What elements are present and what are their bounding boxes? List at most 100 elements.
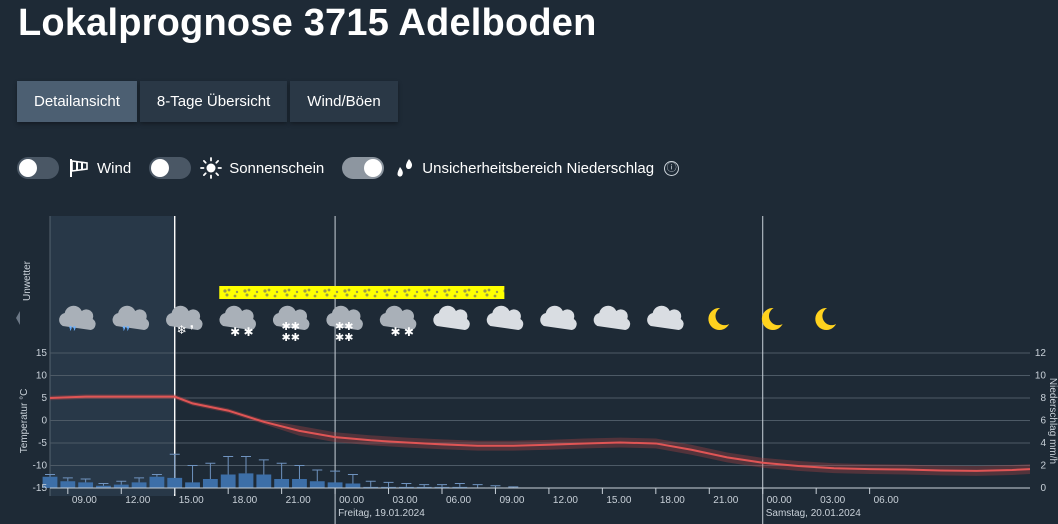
toggle-group-sonnenschein: Sonnenschein: [149, 157, 324, 179]
day-label: Samstag, 20.01.2024: [766, 508, 862, 519]
moon-shape: [761, 307, 783, 330]
precip-bar: [452, 486, 468, 488]
cloud-shape: [486, 305, 524, 330]
precip-bar: [416, 486, 432, 488]
precip-bar: [363, 486, 379, 488]
moon-icon: [708, 307, 730, 330]
cloud-shape: [219, 305, 256, 330]
temperature-tick-label: 15: [36, 348, 48, 359]
raindrops-icon: [392, 157, 416, 179]
weather-symbols: ❜❜ ❜❜ ❄ ❜ ✱ ✱ ✱✱✱✱✱✱✱✱ ✱ ✱: [59, 305, 837, 344]
cloud-icon: [647, 305, 684, 330]
precip-bar: [60, 481, 76, 488]
time-tick-label: 09.00: [499, 495, 524, 506]
snow-warning-band: [219, 286, 505, 299]
page-title: Lokalprognose 3715 Adelboden: [18, 2, 597, 44]
temperature-tick-label: 5: [41, 393, 47, 404]
rain-cloud-icon: ❜❜: [59, 305, 96, 338]
warning-row: Unwetter: [16, 260, 505, 325]
temperature-uncertainty-band: [50, 394, 1030, 476]
precip-bar: [274, 479, 290, 488]
layer-toggles: Wind Sonnenschein Unsicherheitsbe: [17, 157, 697, 179]
precip-bar: [220, 474, 236, 488]
temperature-tick-label: -5: [38, 438, 47, 449]
precip-bar: [345, 483, 361, 488]
tab-wind-boeen[interactable]: Wind/Böen: [290, 81, 398, 122]
time-tick-label: 15.00: [606, 495, 631, 506]
time-tick-label: 21.00: [286, 495, 311, 506]
temperature-tick-label: -15: [33, 483, 48, 494]
cloud-shape: [379, 305, 417, 330]
precip-bar: [381, 486, 396, 488]
time-tick-label: 06.00: [874, 495, 899, 506]
tab-detailansicht[interactable]: Detailansicht: [17, 81, 137, 122]
temperature-tick-label: 10: [36, 371, 48, 382]
tab-8-tage-uebersicht[interactable]: 8-Tage Übersicht: [139, 81, 288, 122]
precip-bar: [398, 486, 414, 488]
rain-cloud-icon: ❜❜: [112, 305, 150, 338]
precip-tick-label: 0: [1040, 483, 1046, 494]
chart-background: [49, 216, 175, 496]
view-tabs: Detailansicht 8-Tage Übersicht Wind/Böen: [17, 81, 398, 122]
time-tick-label: 15.00: [179, 495, 204, 506]
precip-bar: [96, 485, 111, 488]
snowflake: ✱✱: [335, 321, 353, 333]
chart-axes: 15 10 5 0 -5 -10 -15 12 10 8 6 4 2 0 Temperatur °C Nied…: [19, 348, 1058, 519]
time-tick-label: 12.00: [553, 495, 578, 506]
info-icon[interactable]: ⓘ: [664, 160, 680, 176]
time-tick-label: 00.00: [339, 495, 364, 506]
precip-tick-label: 12: [1035, 348, 1047, 359]
sun-icon: [199, 157, 223, 179]
time-tick-label: 06.00: [446, 495, 471, 506]
cloud-shape: [166, 305, 203, 330]
toggle-knob: [364, 159, 383, 177]
temperature-tick-label: 0: [41, 416, 47, 427]
chart-gridlines: [50, 352, 1030, 489]
time-tick-label: 18.00: [660, 495, 685, 506]
snowflake: ✱✱: [282, 321, 300, 333]
precip-bar: [167, 477, 183, 488]
moon-icon: [815, 307, 837, 330]
snowflake: ✱✱: [282, 332, 300, 344]
precip-bar: [256, 474, 272, 488]
cloud-shape: [540, 305, 577, 330]
wind-toggle[interactable]: [17, 157, 59, 179]
precip-tick-label: 6: [1040, 416, 1046, 427]
moon-shape: [815, 307, 837, 330]
precip-bar: [113, 484, 129, 488]
precip-axis-label: Niederschlag mm/h: [1047, 378, 1058, 464]
toggle-group-wind: Wind: [17, 157, 131, 179]
temperature-axis-label: Temperatur °C: [19, 389, 30, 454]
cloud-shape: [326, 305, 363, 330]
precip-bar: [434, 486, 450, 488]
toggle-knob: [151, 159, 170, 177]
cloud-icon: [433, 305, 470, 330]
precip-bar: [131, 482, 147, 488]
cloud-shape: [59, 305, 96, 330]
temperature-tick-label: -10: [33, 461, 48, 472]
scroll-left-icon: [16, 311, 20, 325]
sunshine-toggle[interactable]: [149, 157, 192, 179]
uncertainty-toggle[interactable]: [342, 157, 385, 179]
uncertainty-label: Unsicherheitsbereich Niederschlag: [422, 159, 655, 177]
toggle-group-uncertainty: Unsicherheitsbereich Niederschlag ⓘ: [342, 157, 680, 179]
heavy-snow-cloud-icon: ✱✱✱✱: [326, 305, 363, 344]
raindrop: ❜❜: [69, 324, 77, 338]
precip-tick-label: 4: [1040, 438, 1046, 449]
precip-tick-label: 10: [1035, 371, 1047, 382]
cloud-icon: [486, 305, 524, 330]
wind-label: Wind: [97, 159, 132, 177]
precip-bar: [327, 482, 343, 488]
time-tick-label: 03.00: [393, 495, 418, 506]
time-tick-label: 21.00: [713, 495, 738, 506]
precip-bar: [149, 476, 165, 488]
forecast-chart: Unwetter ❜❜ ❜❜ ❄ ❜ ✱ ✱ ✱✱✱✱✱✱✱✱ ✱ ✱ 151050-5-…: [16, 216, 1058, 524]
snowflake: ❄ ❜: [177, 323, 194, 337]
time-tick-label: 00.00: [767, 495, 792, 506]
cloud-shape: [433, 305, 470, 330]
moon-shape: [708, 307, 730, 330]
snow-cloud-icon: ✱ ✱: [379, 305, 417, 339]
temperature-line: [49, 395, 1031, 472]
cloud-shape: [593, 305, 631, 330]
snow-cloud-icon: ✱ ✱: [219, 305, 256, 339]
